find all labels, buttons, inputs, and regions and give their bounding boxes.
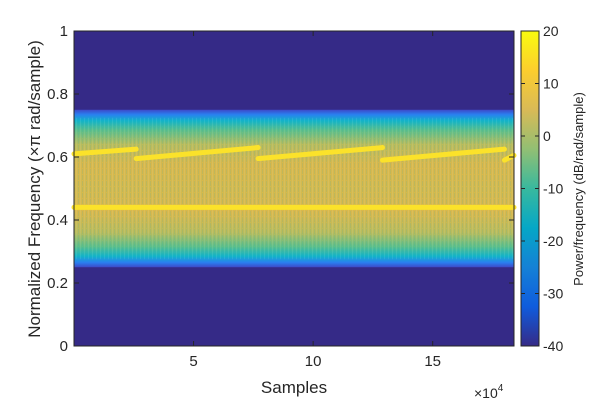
- colorbar-label: Power/frequency (dB/rad/sample): [571, 92, 586, 286]
- colorbar-tick-label: -30: [543, 286, 563, 302]
- sawtooth_chirp-segment-3: [379, 146, 507, 163]
- plot-area: [71, 31, 517, 346]
- colorbar-tick-label: -40: [543, 338, 563, 354]
- colorbar: 20 10 0 -10 -20 -30 -40: [520, 23, 563, 354]
- colorbar-tick-label: 10: [543, 76, 559, 92]
- x-tick-label: 10: [305, 353, 322, 370]
- colorbar-tick-label: 0: [543, 128, 551, 144]
- sawtooth_chirp-segment-1: [133, 145, 261, 162]
- x-multiplier: ×104: [474, 383, 504, 401]
- colorbar-tick-label: 20: [543, 23, 559, 39]
- x-tick-label: 5: [189, 353, 197, 370]
- colorbar-tick-label: -20: [543, 233, 563, 249]
- x-axis-label: Samples: [261, 378, 327, 397]
- axes: 5 10 15 0 0.2 0.4 0.6 0.8 1: [47, 23, 515, 370]
- sawtooth_chirp-segment-0: [71, 146, 139, 157]
- sawtooth_chirp-segment-2: [255, 145, 385, 162]
- noise-texture: [74, 117, 514, 260]
- y-tick-label: 0.8: [47, 86, 68, 103]
- y-tick-label: 1: [60, 23, 68, 40]
- y-tick-label: 0.6: [47, 149, 68, 166]
- y-tick-label: 0.4: [47, 212, 68, 229]
- y-tick-label: 0: [60, 338, 68, 355]
- y-axis-label: Normalized Frequency (×π rad/sample): [25, 40, 44, 338]
- sawtooth_chirp-segment-4: [501, 152, 517, 163]
- plot-frame: [73, 30, 515, 347]
- x-tick-label: 15: [424, 353, 441, 370]
- colorbar-tick-label: -10: [543, 181, 563, 197]
- y-tick-label: 0.2: [47, 275, 68, 292]
